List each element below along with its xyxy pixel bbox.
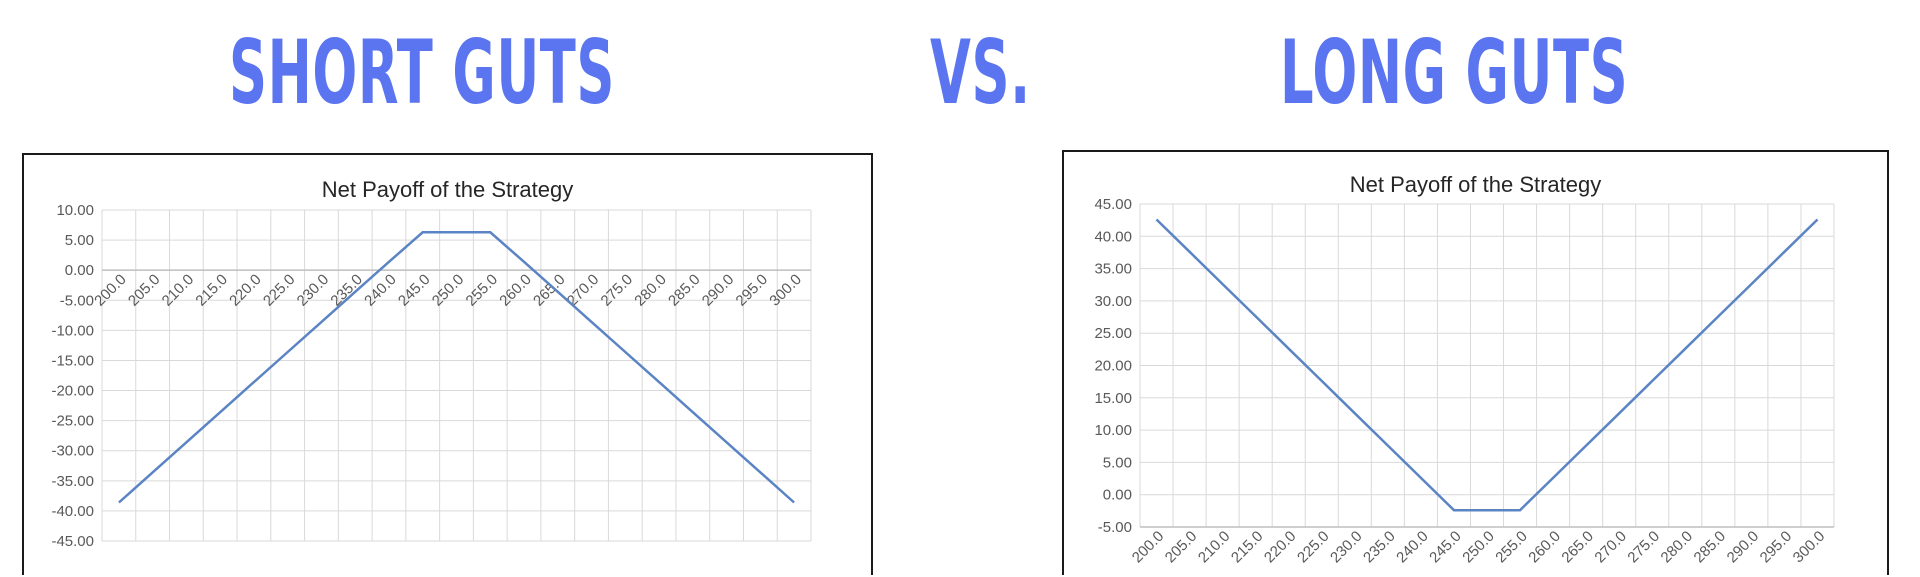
headline-vs: VS. [930,21,1031,124]
x-tick-label: 275.0 [598,271,637,310]
x-tick-label: 240.0 [361,271,400,310]
x-tick-label: 290.0 [1724,528,1763,567]
x-tick-label: 250.0 [429,271,468,310]
y-tick-label: 5.00 [1103,454,1132,471]
chart-title: Net Payoff of the Strategy [321,177,574,202]
x-tick-label: 295.0 [733,271,772,310]
x-tick-label: 235.0 [1360,528,1399,567]
chart-title: Net Payoff of the Strategy [1349,172,1602,197]
x-tick-label: 225.0 [260,271,299,310]
y-tick-label: 10.00 [56,202,94,219]
x-tick-label: 235.0 [327,271,366,310]
y-tick-label: 0.00 [65,262,94,279]
y-tick-label: -5.00 [60,292,94,309]
x-tick-label: 220.0 [1261,528,1300,567]
x-tick-label: 200.0 [1129,528,1168,567]
x-tick-label: 245.0 [395,271,434,310]
y-tick-label: 0.00 [1103,487,1132,504]
x-tick-label: 280.0 [1658,528,1697,567]
x-tick-label: 205.0 [1162,528,1201,567]
x-tick-label: 300.0 [766,271,805,310]
y-tick-label: 20.00 [1094,358,1132,375]
x-tick-label: 230.0 [1327,528,1366,567]
y-tick-label: 40.00 [1094,228,1132,245]
payoff-line [1155,218,1819,512]
short-guts-plot: 10.00 5.00 0.00 -5.00 -10.00 -15.00 -20.00 -25.… [51,202,812,550]
x-tick-label: 210.0 [1195,528,1234,567]
x-tick-label: 255.0 [463,271,502,310]
x-tick-label: 215.0 [192,271,231,310]
x-tick-label: 205.0 [125,271,164,310]
long-guts-chart: Net Payoff of the Strategy 45.00 40.00 35.… [1062,150,1889,575]
long-guts-plot: 45.00 40.00 35.00 30.00 25.00 20.00 15.00 10.00… [1094,196,1835,567]
headline-long-guts: LONG GUTS [1280,21,1629,124]
x-tick-label: 260.0 [1525,528,1564,567]
y-tick-label: -5.00 [1098,519,1132,536]
x-tick-label: 300.0 [1790,528,1829,567]
headline-short-guts: SHORT GUTS [229,21,616,124]
x-tick-label: 275.0 [1624,528,1663,567]
x-tick-label: 270.0 [1591,528,1630,567]
y-tick-label: -25.00 [51,413,94,430]
x-tick-label: 295.0 [1757,528,1796,567]
x-tick-label: 280.0 [631,271,670,310]
x-tick-label: 260.0 [496,271,535,310]
x-tick-label: 245.0 [1426,528,1465,567]
x-tick-label: 215.0 [1228,528,1267,567]
x-tick-label: 285.0 [1691,528,1730,567]
x-tick-label: 230.0 [294,271,333,310]
y-tick-label: 10.00 [1094,422,1132,439]
y-tick-label: 25.00 [1094,325,1132,342]
x-tick-label: 200.0 [91,271,130,310]
y-tick-label: -30.00 [51,443,94,460]
payoff-line [118,231,795,504]
y-tick-label: 5.00 [65,232,94,249]
y-tick-label: 35.00 [1094,261,1132,278]
y-tick-label: 45.00 [1094,196,1132,213]
y-tick-label: 30.00 [1094,293,1132,310]
x-tick-label: 265.0 [530,271,569,310]
y-tick-label: 15.00 [1094,390,1132,407]
y-tick-label: -15.00 [51,352,94,369]
y-tick-label: -40.00 [51,503,94,520]
y-tick-label: -35.00 [51,473,94,490]
x-tick-label: 250.0 [1459,528,1498,567]
x-tick-label: 220.0 [226,271,265,310]
short-guts-chart: Net Payoff of the Strategy 10.00 5.00 0.00… [22,153,873,575]
x-tick-label: 290.0 [699,271,738,310]
x-tick-label: 240.0 [1393,528,1432,567]
x-tick-label: 225.0 [1294,528,1333,567]
x-tick-label: 210.0 [159,271,198,310]
y-tick-label: -10.00 [51,322,94,339]
x-tick-label: 285.0 [665,271,704,310]
x-tick-label: 265.0 [1558,528,1597,567]
x-tick-label: 255.0 [1492,528,1531,567]
y-tick-label: -20.00 [51,383,94,400]
y-tick-label: -45.00 [51,533,94,550]
